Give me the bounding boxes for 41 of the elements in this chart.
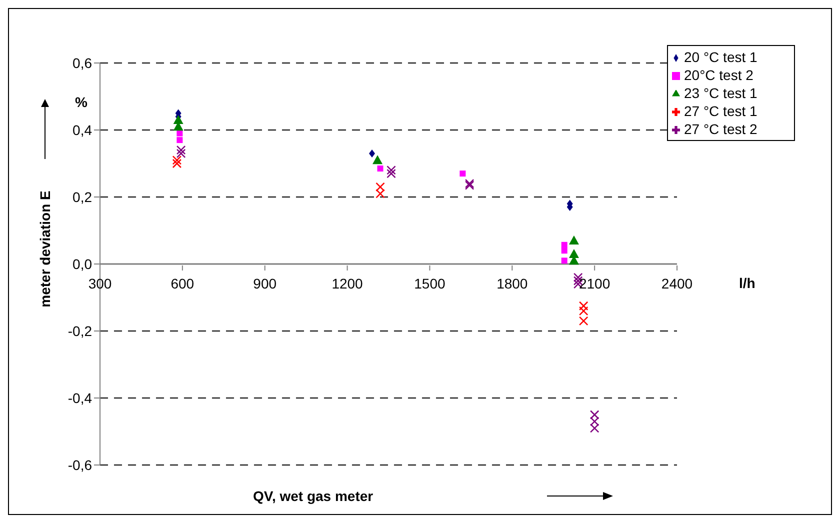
- point: [568, 236, 579, 245]
- point: [561, 242, 568, 248]
- point: [386, 168, 396, 178]
- x-tick-label: 900: [253, 276, 277, 292]
- point: [561, 258, 568, 264]
- legend-label: 23 °C test 1: [684, 85, 758, 101]
- point: [568, 248, 579, 258]
- y-axis-title: meter deviation E: [37, 190, 53, 308]
- x-tick-label: 1200: [332, 276, 364, 292]
- point: [377, 166, 384, 172]
- point: [369, 149, 376, 158]
- y-tick-label: 0,2: [72, 188, 92, 205]
- point: [176, 137, 183, 144]
- y-tick-label: -0,4: [68, 390, 92, 406]
- point: [460, 170, 466, 177]
- text: %: [75, 94, 88, 110]
- text: l/h: [739, 274, 756, 290]
- legend-label: 27 °C test 2: [684, 121, 758, 137]
- point: [176, 145, 186, 155]
- point: [386, 166, 396, 175]
- point: [372, 155, 383, 164]
- point: [172, 156, 182, 165]
- x-tick-label: 2400: [661, 276, 693, 292]
- x-tick-label: 600: [170, 276, 194, 292]
- legend-label: 27 °C test 1: [684, 103, 758, 119]
- y-tick-label: 0,0: [72, 256, 92, 272]
- y-tick-label: -0,2: [68, 322, 92, 339]
- x-tick-label: 1500: [414, 276, 446, 292]
- legend-label: 20 °C test 1: [684, 49, 758, 65]
- point: [176, 148, 186, 158]
- x-axis-title: QV, wet gas meter: [253, 488, 374, 504]
- y-tick-label: -0,6: [68, 456, 92, 473]
- x-tick-label: 1800: [496, 276, 528, 292]
- legend-label: 20°C test 2: [684, 67, 754, 83]
- y-tick-label: 0,6: [72, 54, 92, 71]
- y-tick-label: 0,4: [72, 122, 92, 138]
- point: [561, 248, 568, 254]
- point: [176, 130, 183, 136]
- x-tick-label: 300: [88, 276, 112, 292]
- point: [172, 158, 182, 168]
- point: [173, 114, 184, 124]
